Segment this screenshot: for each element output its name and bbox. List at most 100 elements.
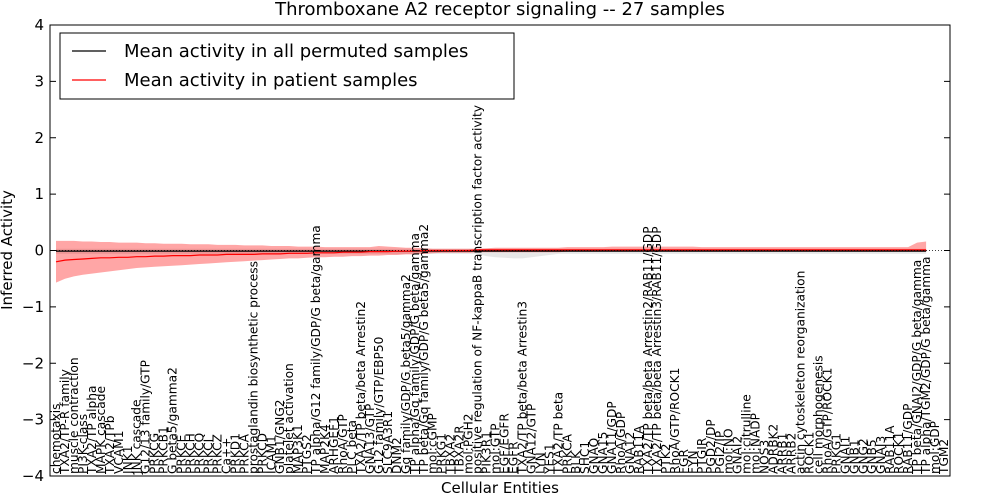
- category-label: EGFR: [507, 441, 521, 474]
- category-label: prostaglandin biosynthetic process: [246, 261, 260, 474]
- category-label: G12 family/GTP/EBP50: [372, 337, 386, 474]
- category-label: JNK cascade: [130, 400, 144, 476]
- y-tick-label: 4: [34, 16, 44, 34]
- category-label: ARHGEF1: [327, 416, 341, 474]
- category-label: GNB1: [847, 439, 861, 474]
- category-label: GNA12/GTP: [524, 404, 538, 474]
- category-label: TP alpha/Gq family/GDP/G beta/gamma: [408, 233, 422, 475]
- series-lines: [55, 249, 927, 263]
- category-label: Gq family/GDP/G beta5/gamma2: [399, 274, 413, 474]
- category-label: MAP2K4: [318, 424, 332, 474]
- category-label: PRKCB1: [157, 426, 171, 474]
- category-label: GNB5: [865, 439, 879, 474]
- category-label: Ca++: [219, 438, 233, 474]
- y-tick-label: 0: [34, 242, 44, 260]
- category-label: DNM2: [390, 437, 404, 474]
- category-label: TXA2/TP beta/beta Arrestin2/RAB11/GDP: [641, 226, 655, 475]
- y-tick-label: −4: [22, 467, 44, 485]
- y-axis-label: Inferred Activity: [0, 190, 16, 310]
- category-label: PLC beta: [345, 420, 359, 474]
- legend: Mean activity in all permuted samples Me…: [59, 32, 515, 100]
- category-label: ICAM1: [264, 435, 278, 474]
- y-tick-label: −3: [22, 411, 44, 429]
- category-label: mol:PGH2: [462, 413, 476, 474]
- category-label: GNA11/GDP: [605, 401, 619, 474]
- category-label: TXA2/TP beta/beta Arrestin2: [354, 301, 368, 475]
- category-label: muscle contraction: [67, 357, 81, 474]
- category-label: TXA2/TPb: [103, 415, 117, 475]
- category-label: PGD2/DP: [704, 419, 718, 474]
- category-label: MAPK cascade: [94, 386, 108, 474]
- category-label: GNAI3: [874, 436, 888, 474]
- category-label: PRKD1: [228, 433, 242, 474]
- category-label: PTGS2: [300, 434, 314, 474]
- category-label: TXA2/TP-R family: [58, 369, 72, 475]
- category-label: PRKCA: [560, 433, 574, 474]
- category-label: TP beta/Gq family/GDP/G beta5/gamma2: [417, 224, 431, 475]
- category-label: ADRBK2: [767, 424, 781, 474]
- legend-label-permuted: Mean activity in all permuted samples: [124, 41, 468, 62]
- category-label: GNA12: [623, 432, 637, 474]
- category-label: G12/13 family/GTP: [139, 360, 153, 474]
- y-tick-label: −1: [22, 298, 44, 316]
- category-label: TBXA2: [444, 434, 458, 475]
- category-label: PRKG1: [829, 433, 843, 474]
- category-label: GNA13/GTP: [363, 404, 377, 474]
- y-tick-label: −2: [22, 354, 44, 372]
- category-label: mol:GDP: [928, 421, 942, 474]
- category-label: mol:cGMP: [426, 413, 440, 474]
- category-label: PRKCH: [184, 433, 198, 474]
- category-label: PTK2: [659, 443, 673, 474]
- category-label: MAP3K1: [291, 424, 305, 474]
- category-label: PRKCZ: [211, 434, 225, 474]
- category-label: TP alpha/G12 family/GDP/G beta/gamma: [309, 225, 323, 475]
- legend-box: [59, 32, 515, 100]
- category-label: RhoA/GDP: [614, 412, 628, 474]
- y-tick-label: 3: [34, 72, 44, 90]
- category-label: PRKCD: [255, 433, 269, 474]
- category-label: YES1: [542, 443, 556, 475]
- category-label: PTGIR: [695, 437, 709, 474]
- x-axis-label: Cellular Entities: [441, 479, 559, 497]
- category-label: NOS3: [758, 440, 772, 474]
- category-label: PRKG1: [435, 433, 449, 474]
- category-label: PRKCE: [175, 435, 189, 474]
- category-label: VCAM1: [112, 431, 126, 474]
- category-label: PRKCA: [237, 433, 251, 474]
- category-label: ROCK1: [892, 432, 906, 474]
- category-label: TP beta/GNAI2/GDP/G beta/gamma: [910, 260, 924, 475]
- line-series-1: [55, 249, 927, 263]
- y-tick-label: 1: [34, 185, 44, 203]
- category-label: GNB1/GNG2: [273, 399, 287, 474]
- category-label: TXA2/TP beta/beta Arrestin3: [515, 301, 529, 475]
- category-label: GNAI2: [731, 436, 745, 474]
- category-label: GNG2: [856, 438, 870, 474]
- y-axis-ticks: −4 −3 −2 −1 0 1 2 3 4: [22, 16, 950, 485]
- category-label: ARRB2: [785, 433, 799, 474]
- category-label: PGI2/IP: [713, 431, 727, 474]
- category-label: positive regulation of NF-kappaB transcr…: [471, 105, 485, 474]
- category-label: TGM2: [937, 439, 951, 475]
- category-label: mol:NO: [722, 428, 736, 474]
- legend-label-patient: Mean activity in patient samples: [124, 70, 418, 91]
- category-label: GNAI1: [838, 436, 852, 474]
- category-label: actin cytoskeleton reorganization: [794, 271, 808, 474]
- category-label: platelet activation: [282, 363, 296, 474]
- category-label: PIK3R1: [480, 431, 494, 474]
- category-label: GNAQ: [587, 438, 601, 474]
- category-label: PI3K-class: [76, 414, 90, 474]
- category-label: TBXA2R: [453, 425, 467, 475]
- category-label: EGF/EGFR: [498, 413, 512, 474]
- category-label: mol:NADP: [749, 413, 763, 474]
- category-label: mol:citrulline: [740, 394, 754, 474]
- category-label: SHC1: [578, 441, 592, 474]
- category-label: RAB11/GDP: [901, 404, 915, 474]
- category-label: G beta5/gamma2: [166, 367, 180, 474]
- category-label: PRKCG: [148, 433, 162, 474]
- category-label: JNK1: [121, 446, 135, 475]
- category-label: mol:GTP: [489, 423, 503, 474]
- category-label: ARRB1: [776, 433, 790, 474]
- category-label: TXA2/TP alpha: [85, 386, 99, 475]
